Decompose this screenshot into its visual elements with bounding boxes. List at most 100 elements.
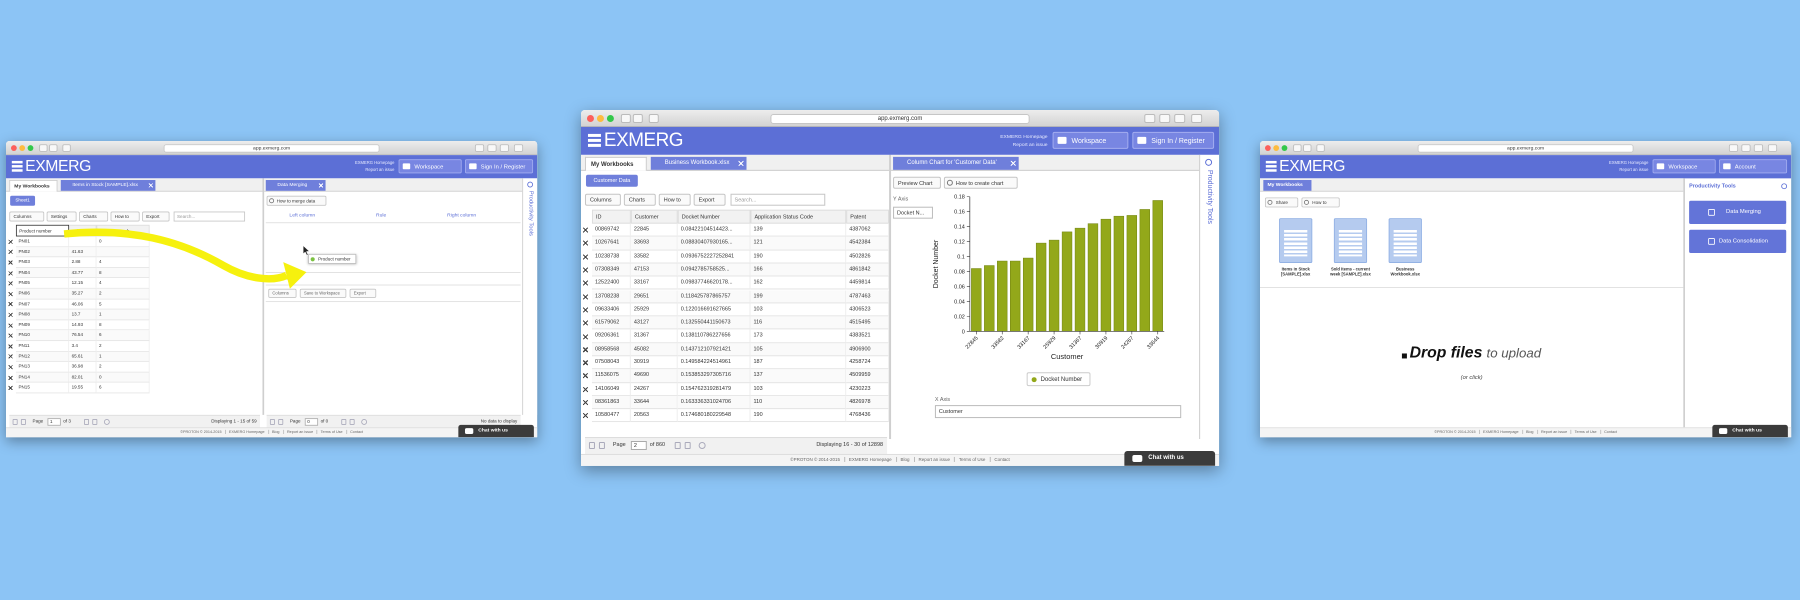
header-link[interactable]: Report an issue	[1012, 141, 1048, 148]
sheet-button[interactable]: Customer Data	[585, 174, 638, 187]
page-input[interactable]: 0	[304, 418, 319, 426]
footer-link[interactable]: Blog	[1521, 429, 1537, 434]
column-header[interactable]: Price	[69, 224, 97, 237]
tab[interactable]: My Workbooks	[1263, 180, 1312, 191]
delete-row[interactable]	[8, 281, 13, 286]
browser-icon[interactable]	[1741, 144, 1751, 152]
delete-row[interactable]	[8, 386, 13, 391]
delete-row[interactable]	[582, 347, 588, 353]
toolbar-button[interactable]: Columns	[9, 211, 45, 222]
chat-button[interactable]: Chat with us	[1124, 450, 1216, 466]
tab[interactable]: Business Workbook.xlsx	[650, 156, 747, 170]
delete-row[interactable]	[582, 241, 588, 247]
header-button[interactable]: Sign In / Register	[464, 159, 534, 174]
delete-row[interactable]	[8, 375, 13, 380]
delete-row[interactable]	[582, 360, 588, 366]
delete-row[interactable]	[582, 280, 588, 286]
tab[interactable]: My Workbooks	[584, 156, 647, 171]
refresh-button[interactable]	[361, 419, 368, 425]
pager-arrow[interactable]	[278, 419, 284, 425]
merge-button[interactable]: Columns	[268, 288, 297, 298]
pager-arrow[interactable]	[349, 419, 355, 425]
window-control[interactable]	[606, 114, 614, 122]
file-name[interactable]: Business Workbook.xlsx	[1390, 267, 1420, 278]
header-button[interactable]: Workspace	[1052, 131, 1129, 149]
file-name[interactable]: Items in Stock [SAMPLE].xlsx	[1281, 267, 1311, 278]
header-button[interactable]: Sign In / Register	[1132, 131, 1215, 149]
browser-icon[interactable]	[474, 144, 485, 152]
header-button[interactable]: Workspace	[1652, 159, 1716, 174]
delete-row[interactable]	[8, 260, 13, 265]
pager-arrow[interactable]	[674, 442, 681, 449]
page-input[interactable]: 2	[630, 441, 647, 450]
header-link[interactable]: EXMERG Homepage	[1608, 160, 1649, 166]
footer-link[interactable]: Terms of Use	[953, 456, 990, 462]
chat-button[interactable]: Chat with us	[1712, 424, 1788, 438]
footer-link[interactable]: Contact	[989, 456, 1014, 462]
sidebar-label[interactable]: Productivity Tools	[528, 190, 534, 236]
footer-link[interactable]: EXMERG Homepage	[843, 456, 896, 462]
nav-button[interactable]	[62, 144, 71, 152]
file-name[interactable]: Sold Items - current week [SAMPLE].xlsx	[1330, 267, 1371, 278]
chart-button[interactable]: How to create chart	[943, 176, 1018, 189]
delete-row[interactable]	[8, 323, 13, 328]
page-input[interactable]: 1	[47, 418, 61, 426]
browser-icon[interactable]	[487, 144, 497, 152]
browser-icon[interactable]	[513, 144, 524, 152]
merge-button[interactable]: Export	[349, 288, 377, 298]
delete-row[interactable]	[8, 344, 13, 349]
column-header[interactable]: Product number	[15, 224, 70, 237]
tool-button[interactable]: Data Consolidation	[1689, 229, 1787, 254]
footer-link[interactable]: Terms of Use	[1570, 429, 1600, 434]
address-bar[interactable]: app.exmerg.com	[1417, 144, 1634, 153]
refresh-button[interactable]	[698, 442, 706, 449]
browser-icon[interactable]	[1767, 144, 1778, 152]
window-control[interactable]	[586, 114, 594, 122]
pager-arrow[interactable]	[20, 419, 26, 425]
browser-icon[interactable]	[1159, 113, 1171, 123]
delete-row[interactable]	[582, 386, 588, 392]
delete-row[interactable]	[8, 270, 13, 276]
toolbar-button[interactable]: Columns	[584, 193, 621, 206]
footer-link[interactable]: Blog	[267, 429, 283, 434]
delete-row[interactable]	[582, 333, 588, 339]
merge-button[interactable]: Save to Workspace	[299, 288, 347, 298]
delete-row[interactable]	[582, 320, 588, 326]
action-button[interactable]: Share	[1264, 197, 1299, 208]
browser-icon[interactable]	[499, 144, 509, 152]
pager-arrow[interactable]	[588, 442, 595, 449]
browser-icon[interactable]	[1144, 113, 1156, 123]
delete-row[interactable]	[582, 267, 588, 273]
browser-icon[interactable]	[1728, 144, 1739, 152]
header-link[interactable]: Report an issue	[1619, 167, 1649, 173]
delete-row[interactable]	[8, 250, 13, 255]
delete-row[interactable]	[8, 333, 13, 338]
tab-close[interactable]	[318, 183, 324, 188]
sidebar-label[interactable]: Productivity Tools	[1206, 169, 1214, 225]
window-control[interactable]	[1273, 145, 1280, 151]
y-axis-select[interactable]: Docket N...	[893, 206, 933, 219]
nav-button[interactable]	[620, 113, 631, 123]
browser-icon[interactable]	[1174, 113, 1186, 123]
nav-button[interactable]	[39, 144, 48, 152]
pager-arrow[interactable]	[12, 419, 18, 425]
search-box[interactable]: Search...	[173, 211, 246, 222]
tab-close[interactable]	[148, 183, 153, 188]
column-header[interactable]: Customer	[630, 209, 678, 224]
window-control[interactable]	[27, 145, 34, 151]
nav-button[interactable]	[1303, 144, 1312, 152]
delete-row[interactable]	[8, 291, 13, 297]
pager-arrow[interactable]	[684, 442, 691, 449]
header-link[interactable]: Report an issue	[365, 167, 395, 173]
nav-button[interactable]	[1316, 144, 1325, 152]
footer-link[interactable]: Blog	[895, 456, 914, 462]
delete-row[interactable]	[582, 254, 588, 260]
pager-arrow[interactable]	[269, 419, 275, 425]
dragged-column[interactable]: Product number	[308, 253, 357, 264]
header-button[interactable]: Workspace	[398, 159, 462, 174]
footer-link[interactable]: Contact	[1599, 429, 1621, 434]
toolbar-button[interactable]: How to	[110, 211, 140, 222]
x-axis-input[interactable]: Customer	[934, 405, 1182, 419]
toolbar-button[interactable]: Charts	[79, 211, 109, 222]
delete-row[interactable]	[582, 227, 588, 233]
